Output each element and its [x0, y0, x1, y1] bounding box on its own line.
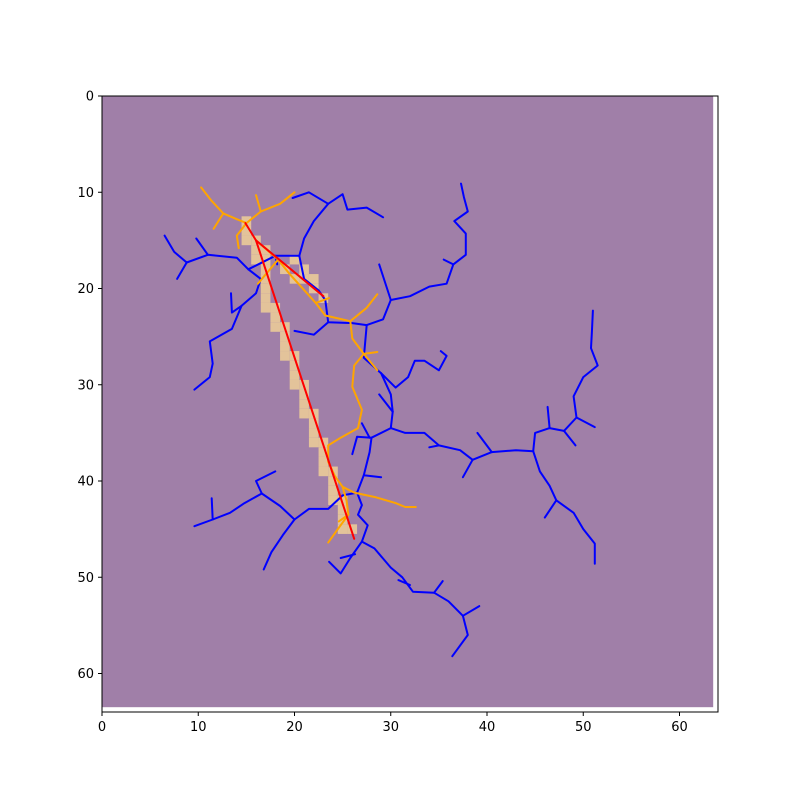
x-tick-label: 40 [479, 720, 496, 735]
blue-branch [176, 261, 188, 280]
blue-branch [291, 191, 330, 205]
blue-branch [195, 237, 209, 256]
path-cell [260, 302, 271, 313]
y-tick-label: 10 [77, 186, 94, 201]
path-cell [299, 399, 309, 409]
blue-branch [428, 444, 440, 449]
blue-branch [543, 499, 558, 519]
y-tick-label: 30 [77, 378, 94, 393]
x-tick-label: 30 [382, 720, 399, 735]
path-cell [337, 505, 348, 515]
path-cell [251, 254, 261, 265]
path-cell [260, 283, 271, 294]
path-cell [318, 456, 329, 467]
path-cell [299, 264, 309, 275]
path-cell [337, 524, 348, 534]
y-tick-label: 50 [77, 571, 94, 586]
axes-frame [101, 95, 719, 713]
path-cell [318, 466, 329, 477]
path-cell [289, 254, 300, 265]
orange-branch [256, 258, 280, 285]
image-background [102, 96, 714, 708]
blue-branch [230, 292, 243, 314]
red-branch-line [255, 239, 325, 298]
blue-branch [461, 605, 481, 617]
x-tick-label: 0 [98, 720, 106, 735]
path-cell [280, 341, 290, 352]
path-cell [347, 524, 358, 534]
blue-branch [362, 427, 392, 479]
orange-branch [255, 194, 262, 213]
path-cell [328, 485, 338, 496]
blue-branch [461, 458, 474, 479]
path-cell [280, 351, 290, 361]
path-cell [280, 331, 290, 342]
path-cell [328, 495, 338, 506]
x-tick-label: 20 [286, 720, 303, 735]
blue-branch [563, 429, 577, 447]
path-cell [328, 476, 338, 486]
blue-branch [360, 422, 371, 439]
path-cell [318, 447, 329, 457]
blue-branch [532, 450, 596, 565]
y-tick-label: 40 [77, 475, 94, 490]
orange-branch [200, 186, 238, 221]
path-cell [251, 245, 261, 255]
blue-branch [210, 497, 214, 521]
path-cell [241, 235, 252, 246]
blue-branch [575, 416, 596, 429]
x-axis: 0 10 20 30 40 50 60 [98, 712, 688, 735]
blue-branch [442, 258, 455, 266]
plot-area [102, 96, 714, 708]
path-cell [299, 389, 309, 400]
orange-branch [314, 297, 331, 304]
y-tick-label: 60 [77, 667, 94, 682]
orange-network [200, 186, 417, 544]
path-cell [260, 274, 271, 284]
path-cell [289, 360, 300, 371]
blue-branch [328, 491, 369, 575]
blue-branch [255, 470, 277, 495]
path-cell [289, 379, 300, 390]
blue-branch [380, 372, 394, 430]
blue-branch [433, 580, 444, 594]
path-cell [299, 408, 309, 419]
orange-branch [362, 352, 379, 372]
path-cell [308, 428, 319, 438]
path-cell [270, 322, 281, 332]
path-cell [308, 418, 319, 429]
y-tick-label: 0 [86, 90, 94, 105]
blue-branch [293, 321, 330, 336]
path-cell [308, 437, 319, 448]
path-cell [308, 274, 319, 284]
path-cell [260, 293, 271, 303]
x-tick-label: 50 [575, 720, 592, 735]
orange-branch [235, 222, 248, 250]
blue-branch [378, 263, 392, 301]
blue-branch [351, 435, 373, 456]
path-cell [337, 495, 348, 506]
path-cell [241, 225, 252, 236]
x-tick-label: 10 [190, 720, 207, 735]
path-cell [270, 312, 281, 323]
blue-branch [378, 393, 394, 413]
blue-branch [262, 518, 296, 571]
orange-branch [255, 239, 379, 323]
blue-branch [339, 553, 357, 559]
orange-branch [349, 320, 379, 355]
path-cell [270, 302, 281, 313]
orange-branch [212, 212, 225, 230]
y-tick-label: 20 [77, 282, 94, 297]
x-tick-label: 60 [671, 720, 688, 735]
blue-branch [397, 579, 411, 586]
blue-branch [546, 405, 551, 430]
path-cell [241, 216, 252, 226]
blue-branch [360, 540, 469, 658]
y-axis: 0 10 20 30 40 50 60 [77, 90, 102, 682]
blue-branch [476, 431, 493, 454]
path-cell [289, 370, 300, 380]
